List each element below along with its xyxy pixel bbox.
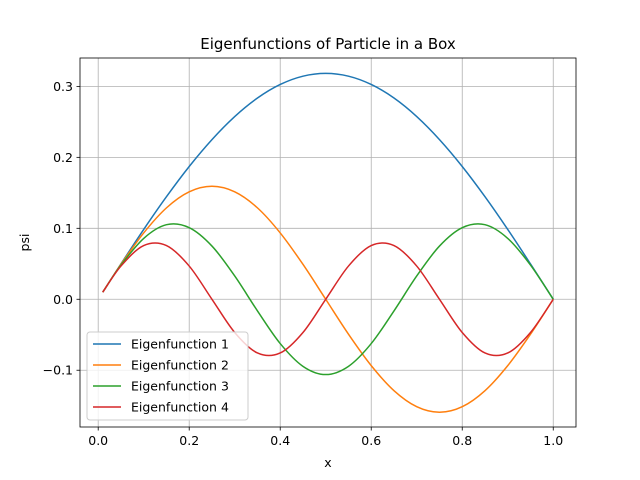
series-line-1 xyxy=(102,72,554,300)
legend-box xyxy=(86,331,249,421)
legend-entry: Eigenfunction 3 xyxy=(131,379,229,394)
y-tick-label: 0.0 xyxy=(53,292,73,307)
y-tick-label: 0.2 xyxy=(53,150,73,165)
x-axis-label: x xyxy=(324,455,331,470)
x-tick-label: 0.8 xyxy=(452,433,472,448)
legend-entry: Eigenfunction 4 xyxy=(131,400,229,415)
y-tick-label: 0.1 xyxy=(53,221,73,236)
series-lines xyxy=(102,72,554,413)
legend-entry: Eigenfunction 1 xyxy=(131,337,229,352)
x-tick-label: 0.0 xyxy=(88,433,108,448)
chart-title: Eigenfunctions of Particle in a Box xyxy=(200,35,456,53)
x-tick-label: 0.6 xyxy=(361,433,381,448)
x-tick-label: 0.4 xyxy=(270,433,290,448)
series-line-4 xyxy=(102,242,554,357)
x-axis-ticks: 0.0 0.2 0.4 0.6 0.8 1.0 xyxy=(88,427,563,448)
x-tick-label: 0.2 xyxy=(179,433,199,448)
legend-entry: Eigenfunction 2 xyxy=(131,358,229,373)
series-line-3 xyxy=(102,223,554,376)
x-tick-label: 1.0 xyxy=(543,433,563,448)
y-tick-label: 0.3 xyxy=(53,79,73,94)
plot-frame xyxy=(79,57,577,428)
y-tick-label: −0.1 xyxy=(43,363,73,378)
y-axis-label: psi xyxy=(17,234,32,252)
legend: Eigenfunction 1 Eigenfunction 2 Eigenfunct… xyxy=(86,331,249,421)
y-axis-ticks: −0.1 0.0 0.1 0.2 0.3 xyxy=(43,79,80,378)
